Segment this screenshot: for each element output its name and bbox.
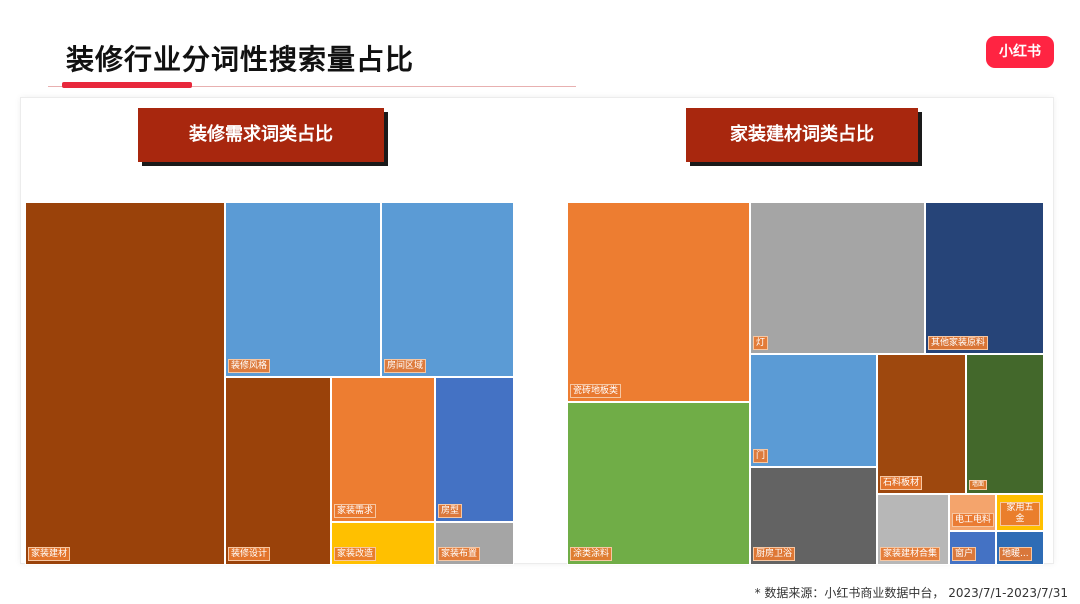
treemap-tile: 墙面 <box>966 354 1044 494</box>
treemap-tile: 房间区域 <box>381 202 514 377</box>
treemap-tile-label: 装修风格 <box>228 359 271 373</box>
treemap-tile-label: 房间区域 <box>384 359 427 373</box>
treemap-tile: 房型 <box>435 377 514 522</box>
treemap-tile: 家装布置 <box>435 522 514 565</box>
treemap-tile: 其他家装原料 <box>925 202 1044 354</box>
treemap-demand: 家装建材 装修风格 房间区域装修设计 家装需求 房型家装改造 家装布置 <box>25 202 514 565</box>
treemap-tile-label: 涂类涂料 <box>570 547 613 561</box>
treemap-tile-label: 灯 <box>753 336 769 350</box>
treemap-tile-label: 地暖... <box>999 547 1032 561</box>
treemap-tile-label: 家装改造 <box>334 547 377 561</box>
treemap-tile: 石料板材 <box>877 354 966 494</box>
treemap-tile-label: 其他家装原料 <box>928 336 989 350</box>
treemap-tile: 窗户 <box>949 531 996 565</box>
treemap-tile-label: 家装布置 <box>438 547 481 561</box>
treemap-tile: 家装建材合集 <box>877 494 949 565</box>
chart-title-left: 装修需求词类占比 <box>138 108 384 162</box>
treemap-tile: 涂类涂料 <box>567 402 750 565</box>
treemap-tile-label: 墙面 <box>969 480 988 490</box>
treemap-tile: 门 <box>750 354 877 467</box>
treemap-tile: 家装建材 <box>25 202 225 565</box>
treemap-tile-label: 房型 <box>438 504 463 518</box>
xiaohongshu-logo: 小红书 <box>986 36 1054 68</box>
title-accent-bar <box>62 82 192 88</box>
treemap-tile-label: 窗户 <box>952 547 977 561</box>
treemap-tile-label: 石料板材 <box>880 476 923 490</box>
treemap-tile: 家装需求 <box>331 377 435 522</box>
treemap-tile: 地暖... <box>996 531 1044 565</box>
page-title: 装修行业分词性搜索量占比 <box>66 43 415 76</box>
treemap-tile: 家装改造 <box>331 522 435 565</box>
treemap-tile-label: 厨房卫浴 <box>753 547 796 561</box>
treemap-tile-label: 装修设计 <box>228 547 271 561</box>
treemap-materials: 瓷砖地板类涂类涂料 灯 其他家装原料门厨房卫浴 石料板材 墙面家装建材合集 电工电料 家用五… <box>567 202 1044 565</box>
treemap-tile: 家用五金 <box>996 494 1044 531</box>
treemap-tile: 装修风格 <box>225 202 381 377</box>
treemap-tile-label: 家用五金 <box>1000 502 1040 526</box>
title-divider <box>48 86 576 87</box>
treemap-tile-label: 家装建材 <box>28 547 71 561</box>
treemap-tile: 灯 <box>750 202 925 354</box>
treemap-tile: 厨房卫浴 <box>750 467 877 565</box>
treemap-tile-label: 家装建材合集 <box>880 547 941 561</box>
treemap-tile-label: 电工电料 <box>952 513 995 527</box>
source-note: * 数据来源：小红书商业数据中台， 2023/7/1-2023/7/31 <box>754 586 1068 600</box>
treemap-tile-label: 门 <box>753 449 769 463</box>
chart-title-right: 家装建材词类占比 <box>686 108 918 162</box>
treemap-tile: 瓷砖地板类 <box>567 202 750 402</box>
treemap-tile: 装修设计 <box>225 377 331 565</box>
treemap-tile-label: 瓷砖地板类 <box>570 384 622 398</box>
treemap-tile-label: 家装需求 <box>334 504 377 518</box>
treemap-tile: 电工电料 <box>949 494 996 531</box>
